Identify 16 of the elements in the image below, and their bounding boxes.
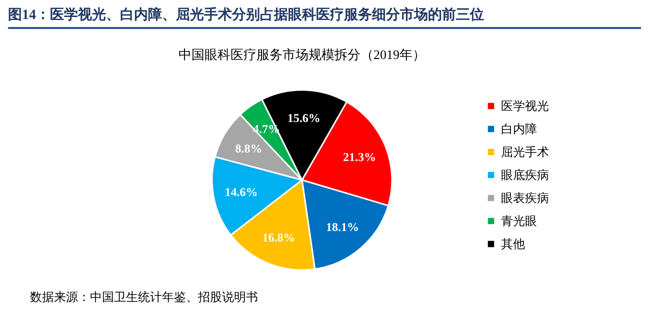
data-label: 16.8%: [262, 230, 296, 244]
legend-label: 白内障: [501, 122, 537, 136]
data-label: 18.1%: [326, 220, 360, 234]
legend-label: 眼表疾病: [501, 191, 549, 205]
legend-label: 其他: [501, 237, 525, 251]
chart-subtitle: 中国眼科医疗服务市场规模拆分（2019年）: [178, 47, 426, 62]
legend-label: 医学视光: [501, 99, 549, 113]
data-label: 21.3%: [343, 150, 376, 164]
data-label: 8.8%: [235, 141, 262, 156]
chart-title: 图14：医学视光、白内障、屈光手术分别占据眼科医疗服务细分市场的前三位: [8, 6, 641, 29]
legend-label: 屈光手术: [501, 145, 549, 159]
source-note: 数据来源：中国卫生统计年鉴、招股说明书: [30, 289, 258, 306]
legend-label: 青光眼: [501, 214, 537, 228]
data-label: 14.6%: [224, 185, 258, 200]
legend-label: 眼底疾病: [501, 168, 549, 182]
data-label: 15.6%: [287, 111, 320, 126]
